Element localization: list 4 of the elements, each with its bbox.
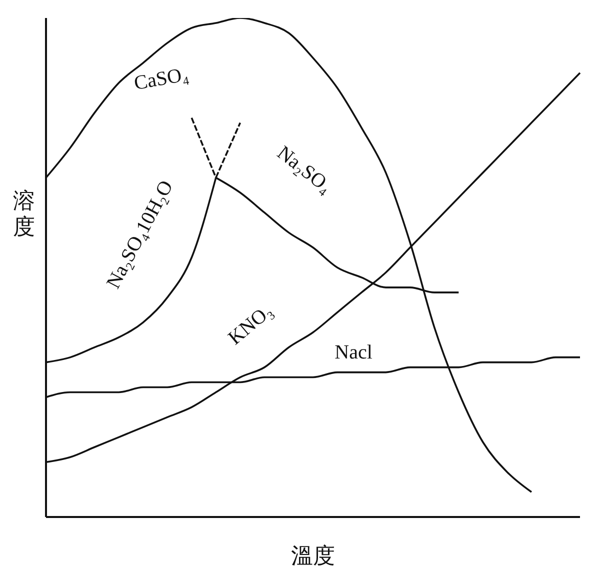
series-label: Nacl bbox=[334, 341, 373, 364]
text: CaSO₄ bbox=[132, 63, 190, 95]
y-axis-title: 溶度 bbox=[13, 188, 35, 239]
x-axis-title: 溫度 bbox=[291, 543, 335, 568]
